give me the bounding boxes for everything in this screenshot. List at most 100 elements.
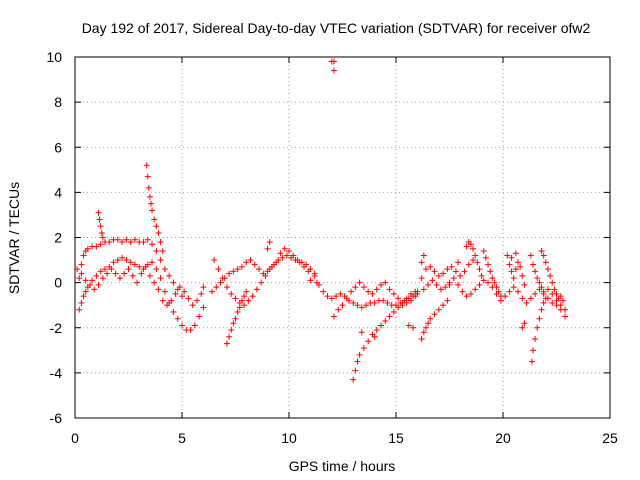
data-point	[98, 229, 105, 236]
data-point	[208, 288, 215, 295]
data-point	[283, 252, 290, 259]
data-point	[82, 277, 89, 284]
data-point	[369, 290, 376, 297]
data-point	[470, 257, 477, 264]
data-point	[352, 367, 359, 374]
data-point	[230, 320, 237, 327]
data-point	[78, 261, 85, 268]
data-point	[125, 266, 132, 273]
data-point	[514, 288, 521, 295]
data-point	[104, 270, 111, 277]
data-point	[279, 254, 286, 261]
data-point	[149, 259, 156, 266]
data-point	[221, 275, 228, 282]
data-point	[80, 252, 87, 259]
data-point	[93, 272, 100, 279]
data-point	[76, 306, 83, 313]
data-point	[260, 270, 267, 277]
data-point	[356, 351, 363, 358]
data-point	[330, 67, 337, 74]
data-point	[330, 58, 337, 65]
data-point	[333, 293, 340, 300]
data-point	[238, 263, 245, 270]
data-point	[127, 239, 134, 246]
data-point	[217, 279, 224, 286]
data-point	[258, 279, 265, 286]
data-point	[179, 293, 185, 300]
data-point	[144, 236, 151, 243]
data-point	[442, 284, 449, 291]
data-point	[213, 284, 220, 291]
data-point	[226, 333, 233, 340]
data-point	[354, 302, 361, 309]
data-point	[172, 290, 179, 297]
data-point	[358, 329, 365, 336]
data-point	[405, 322, 412, 329]
data-point	[196, 313, 203, 320]
data-point	[519, 324, 526, 331]
data-point	[127, 259, 134, 266]
data-point	[517, 263, 524, 270]
data-point	[348, 288, 355, 295]
data-point	[529, 261, 536, 268]
data-point	[223, 340, 230, 347]
data-point	[174, 315, 181, 322]
x-tick-label: 10	[281, 430, 297, 446]
data-point	[440, 302, 447, 309]
data-point	[350, 376, 357, 383]
data-point	[422, 324, 429, 331]
data-point	[529, 347, 536, 354]
data-point	[427, 263, 434, 270]
data-point	[164, 302, 171, 309]
x-tick-label: 0	[71, 430, 79, 446]
x-tick-labels: 0 5 10 15 20 25	[71, 430, 618, 446]
data-point	[131, 261, 138, 268]
data-point	[134, 279, 141, 286]
data-point	[487, 268, 494, 275]
data-point	[290, 252, 297, 259]
data-point	[478, 272, 485, 279]
y-tick-label: 6	[54, 139, 62, 155]
data-point	[145, 184, 152, 191]
data-point	[232, 295, 239, 302]
data-point	[390, 290, 397, 297]
data-point	[140, 239, 147, 246]
data-point	[324, 293, 331, 300]
data-point	[179, 322, 185, 329]
data-point	[129, 272, 136, 279]
data-point	[151, 216, 158, 223]
data-point	[435, 306, 442, 313]
data-point	[330, 313, 337, 320]
data-point	[76, 275, 83, 282]
data-point	[418, 336, 425, 343]
data-point	[491, 279, 498, 286]
y-tick-label: -4	[50, 365, 63, 381]
data-point	[84, 245, 91, 252]
data-point	[470, 245, 477, 252]
data-point	[95, 209, 102, 216]
data-point	[562, 313, 569, 320]
data-point	[189, 302, 196, 309]
data-point	[328, 295, 335, 302]
data-point	[472, 286, 479, 293]
data-point	[534, 275, 541, 282]
data-point	[157, 275, 164, 282]
data-point	[544, 266, 551, 273]
data-point	[241, 302, 248, 309]
data-point	[386, 313, 393, 320]
x-tick-label: 5	[178, 430, 186, 446]
data-point	[356, 279, 363, 286]
data-point	[343, 295, 350, 302]
y-tick-label: 0	[54, 275, 62, 291]
data-point	[559, 297, 566, 304]
data-point	[527, 252, 534, 259]
data-point	[99, 275, 106, 282]
data-point	[245, 297, 252, 304]
data-point	[112, 270, 119, 277]
data-point	[251, 261, 258, 268]
data-point	[519, 295, 526, 302]
data-point	[313, 279, 320, 286]
data-point	[119, 254, 126, 261]
data-point	[549, 299, 556, 306]
data-point	[149, 207, 156, 214]
